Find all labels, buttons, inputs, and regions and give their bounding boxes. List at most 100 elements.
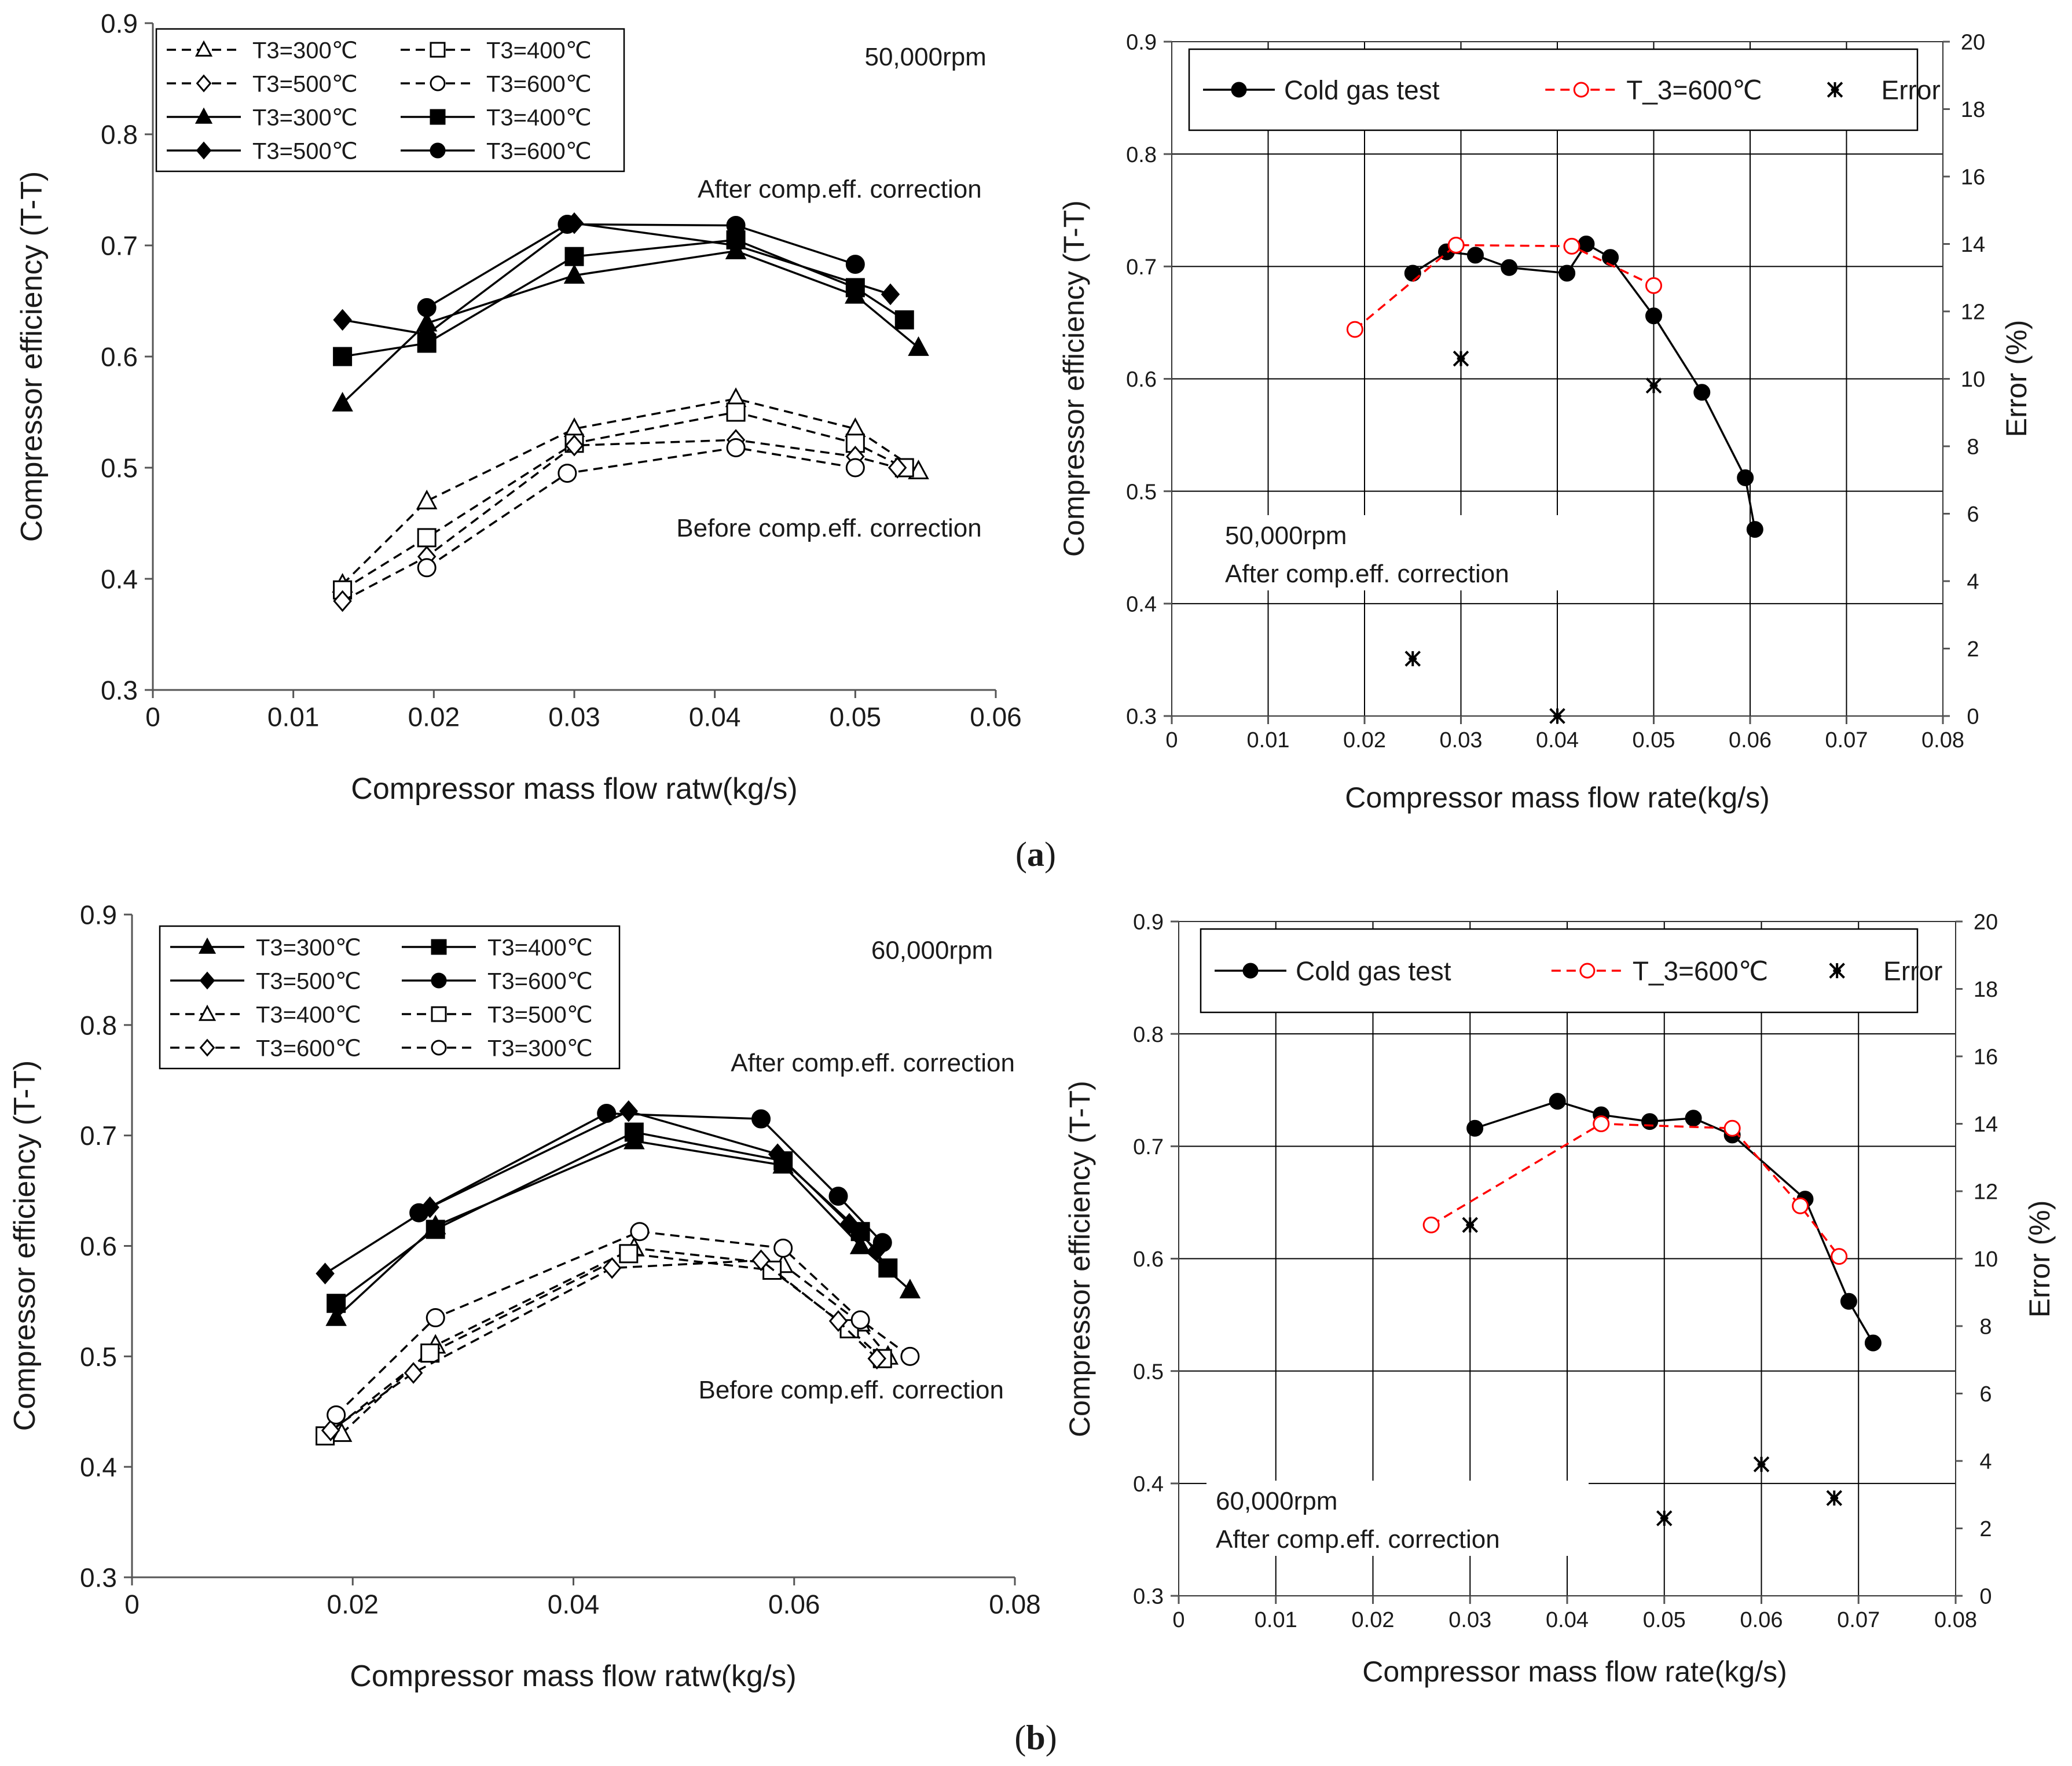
series-6 (333, 212, 900, 346)
data-point (881, 283, 900, 306)
y2-tick-label: 12 (1961, 300, 1985, 325)
data-point (894, 310, 914, 330)
series-line (426, 446, 856, 569)
data-point (1831, 1248, 1848, 1265)
info-box (1206, 1481, 1589, 1556)
data-point (1447, 236, 1465, 254)
legend-label: Cold gas test (1296, 956, 1451, 986)
legend-label: T3=500℃ (252, 71, 358, 97)
legend-marker (431, 1040, 447, 1056)
data-point (726, 438, 746, 457)
data-point (1723, 1119, 1741, 1137)
data-point (333, 309, 352, 331)
legend-marker (199, 1038, 215, 1057)
x-tick-label: 0.04 (1536, 728, 1579, 752)
legend-box (1188, 48, 1919, 131)
series-0 (1404, 236, 1763, 538)
y-tick-label: 0.8 (80, 1010, 117, 1040)
data-point (417, 323, 437, 346)
data-point (564, 434, 584, 457)
data-point (849, 1234, 871, 1254)
annotation: Before comp.eff. correction (676, 514, 981, 542)
data-point (1645, 307, 1662, 325)
y-tick-label: 0.5 (80, 1342, 117, 1372)
chart-a-left: 0 0.01 0.02 0.03 0.04 0.05 0.06 0.3 0.4 0.5 0.6 0.7… (15, 9, 1022, 806)
series-line (342, 249, 919, 404)
legend-marker (195, 40, 213, 57)
x-tick-label: 0.04 (1546, 1608, 1589, 1632)
data-point (417, 298, 437, 318)
data-point (1563, 237, 1580, 255)
data-point (563, 264, 585, 284)
x-tick-label: 0 (1172, 1608, 1184, 1632)
y2-tick-label: 20 (1961, 31, 1985, 55)
data-point (1549, 1093, 1566, 1110)
legend-marker (1242, 963, 1259, 979)
x-tick-label: 0.01 (1247, 728, 1290, 752)
legend-label: T3=600℃ (486, 138, 592, 164)
series-3 (417, 438, 865, 578)
series-2 (1404, 350, 1662, 724)
y-tick-label: 0.8 (1126, 143, 1157, 167)
x-tick-label: 0.05 (1643, 1608, 1686, 1632)
data-point (619, 1100, 639, 1122)
y-tick-label: 0.4 (1126, 593, 1157, 617)
data-point (1864, 1334, 1882, 1352)
y-tick-label: 0.9 (80, 900, 117, 930)
series-4 (332, 239, 929, 412)
series-line (335, 1140, 911, 1319)
data-point (726, 215, 746, 235)
chart-b-right: 60,000rpm After comp.eff. correction 0 0.01… (1063, 910, 2056, 1688)
data-point (417, 558, 437, 578)
y-tick-label: 0.6 (1133, 1247, 1164, 1272)
y2-tick-label: 2 (1979, 1517, 1992, 1541)
annotation: 60,000rpm (871, 936, 993, 964)
series-2 (1462, 1217, 1843, 1526)
y2-tick-label: 0 (1979, 1585, 1992, 1609)
data-point (1404, 265, 1421, 282)
series-line (342, 439, 898, 602)
legend-marker (1231, 82, 1247, 98)
legend-marker (430, 42, 446, 58)
legend-marker (195, 107, 213, 124)
data-point (1645, 277, 1662, 294)
data-point (839, 1213, 859, 1235)
x-tick-label: 0.07 (1837, 1608, 1880, 1632)
data-point (900, 1346, 920, 1366)
x-tick-label: 0.06 (1729, 728, 1772, 752)
data-point (1737, 469, 1754, 486)
y-tick-label: 0.5 (1126, 480, 1157, 504)
series-7 (327, 1222, 920, 1424)
data-point (872, 1233, 892, 1253)
legend-label: T3=600℃ (256, 1036, 361, 1061)
data-point (726, 402, 746, 422)
y2-tick-label: 10 (1974, 1247, 1998, 1272)
series-6 (321, 1249, 886, 1441)
legend-label: Error (1882, 75, 1941, 105)
legend-label: T3=600℃ (487, 968, 593, 994)
legend-label: T_3=600℃ (1626, 75, 1762, 105)
y-tick-label: 0.9 (101, 9, 138, 39)
annotation: After comp.eff. correction (698, 175, 982, 203)
data-point (1422, 1216, 1440, 1233)
data-point (751, 1249, 771, 1272)
series-3 (409, 1104, 892, 1253)
data-point (899, 1279, 921, 1299)
legend-label: T3=500℃ (487, 1002, 593, 1027)
y-axis-label: Compressor efficiency (T-T) (15, 171, 49, 542)
x-tick-label: 0 (124, 1589, 140, 1619)
y2-tick-label: 14 (1961, 233, 1985, 257)
info-text: After comp.eff. correction (1225, 560, 1509, 588)
data-point (1558, 265, 1576, 282)
data-point (878, 1258, 898, 1278)
x-tick-label: 0.03 (1440, 728, 1483, 752)
y-tick-label: 0.3 (1126, 705, 1157, 729)
series-line (426, 223, 856, 309)
legend-marker (1573, 82, 1589, 98)
legend-label: T3=300℃ (252, 38, 358, 63)
y-axis-label: Compressor efficiency (T-T) (1058, 200, 1090, 557)
legend-marker (198, 937, 217, 954)
y2-axis-label: Error (%) (2023, 1200, 2056, 1318)
x-tick-label: 0.02 (408, 702, 460, 732)
